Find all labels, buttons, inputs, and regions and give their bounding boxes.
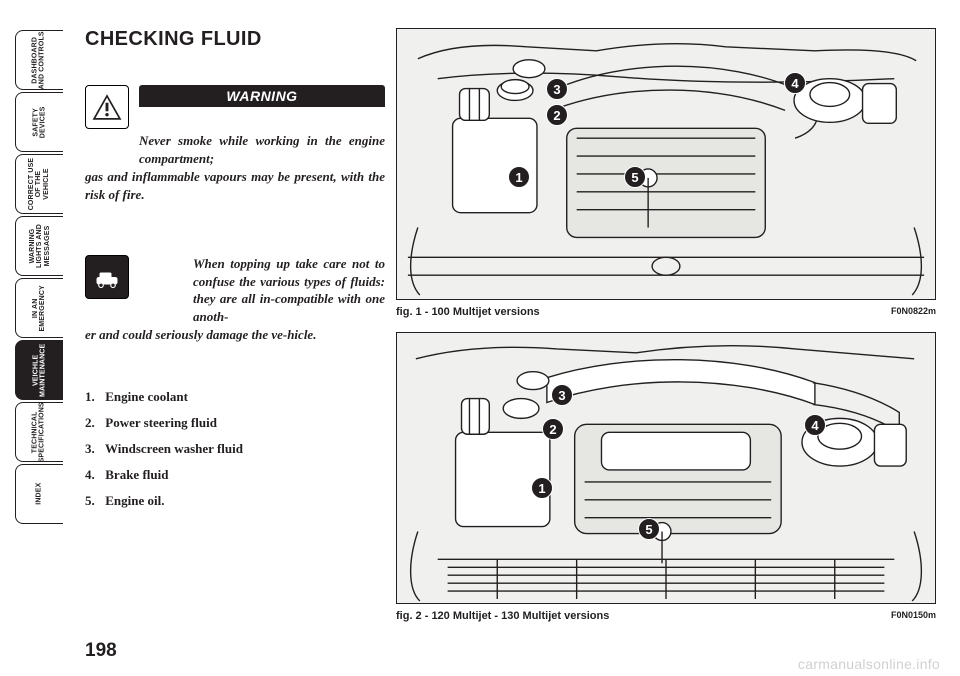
caution-text: When topping up take care not to confuse… — [139, 255, 385, 325]
callout-4: 4 — [784, 72, 806, 94]
section-tab[interactable]: CORRECT USE OF THE VEHICLE — [15, 154, 63, 214]
callout-2: 2 — [542, 418, 564, 440]
fig1-caption: fig. 1 - 100 Multijet versions F0N0822m — [396, 306, 936, 318]
tab-label: CORRECT USE OF THE VEHICLE — [28, 158, 50, 211]
section-tab[interactable]: INDEX — [15, 464, 63, 524]
fluid-legend: 1. Engine coolant2. Power steering fluid… — [85, 384, 385, 514]
section-tab[interactable]: DASHBOARD AND CONTROLS — [15, 30, 63, 90]
tab-label: VEICHLE MAINTENANCE — [32, 343, 47, 396]
tab-label: TECHNICAL SPECIFICATIONS — [32, 402, 47, 462]
legend-item: 2. Power steering fluid — [85, 410, 385, 436]
section-tab[interactable]: WARNING LIGHTS AND MESSAGES — [15, 216, 63, 276]
engine-illustration — [397, 333, 935, 603]
callout-1: 1 — [508, 166, 530, 188]
callout-5: 5 — [638, 518, 660, 540]
page-title: CHECKING FLUID — [85, 28, 385, 51]
engine-illustration — [397, 29, 935, 299]
figures-column: 1 2 3 4 5 fig. 1 - 100 Multijet versions F0N… — [396, 28, 936, 636]
tab-label: WARNING LIGHTS AND MESSAGES — [28, 224, 50, 268]
legend-item: 3. Windscreen washer fluid — [85, 436, 385, 462]
callout-3: 3 — [546, 78, 568, 100]
section-tab[interactable]: VEICHLE MAINTENANCE — [15, 340, 63, 400]
tab-label: INDEX — [36, 483, 43, 505]
warning-text: Never smoke while working in the engine … — [85, 132, 385, 203]
engine-diagram-fig1: 1 2 3 4 5 — [396, 28, 936, 300]
watermark: carmanualsonline.info — [798, 656, 940, 672]
warning-banner: WARNING — [139, 85, 385, 107]
section-tab[interactable]: TECHNICAL SPECIFICATIONS — [15, 402, 63, 462]
section-tab[interactable]: SAFETY DEVICES — [15, 92, 63, 152]
legend-item: 4. Brake fluid — [85, 462, 385, 488]
callout-1: 1 — [531, 477, 553, 499]
section-tab[interactable]: IN AN EMERGENCY — [15, 278, 63, 338]
callout-5: 5 — [624, 166, 646, 188]
warning-box: WARNING Never smoke while working in the… — [85, 85, 385, 203]
engine-diagram-fig2: 1 2 3 4 5 — [396, 332, 936, 604]
callout-2: 2 — [546, 104, 568, 126]
page-number: 198 — [85, 640, 117, 662]
legend-item: 1. Engine coolant — [85, 384, 385, 410]
text-column: CHECKING FLUID WARNING Never smoke while… — [85, 28, 385, 514]
warning-triangle-icon — [85, 85, 129, 129]
caution-box: When topping up take care not to confuse… — [85, 255, 385, 344]
manual-page: DASHBOARD AND CONTROLS SAFETY DEVICES CORR… — [0, 0, 960, 676]
section-tabs: DASHBOARD AND CONTROLS SAFETY DEVICES CORR… — [15, 30, 63, 526]
tab-label: SAFETY DEVICES — [32, 106, 47, 138]
callout-4: 4 — [804, 414, 826, 436]
callout-3: 3 — [551, 384, 573, 406]
legend-item: 5. Engine oil. — [85, 488, 385, 514]
tab-label: IN AN EMERGENCY — [32, 285, 47, 331]
tab-label: DASHBOARD AND CONTROLS — [32, 31, 47, 89]
fig2-caption: fig. 2 - 120 Multijet - 130 Multijet ver… — [396, 610, 936, 622]
car-fluid-icon — [85, 255, 129, 299]
